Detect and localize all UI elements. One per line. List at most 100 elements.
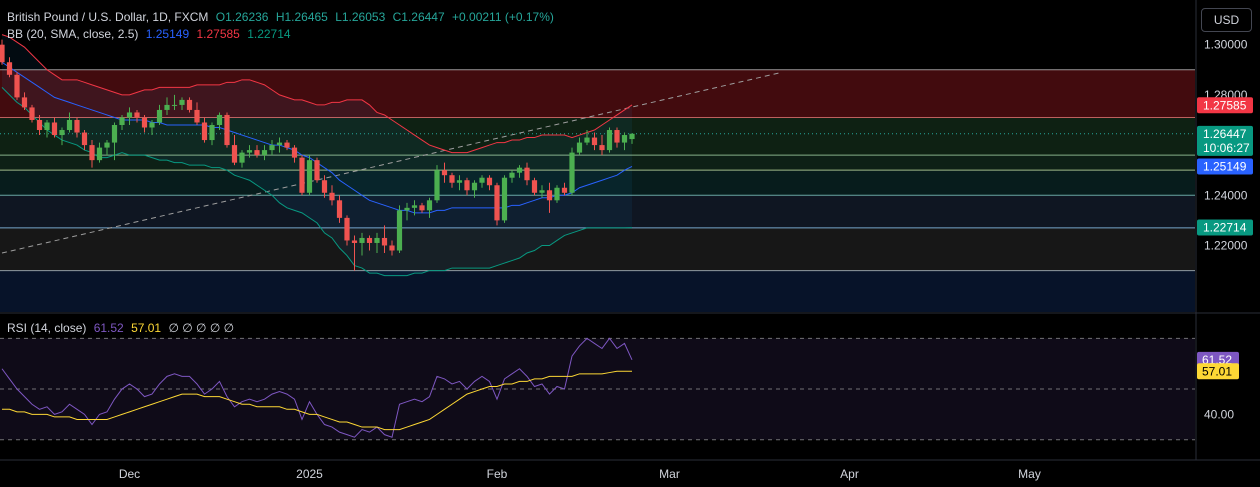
rsi-tick-label: 40.00: [1204, 407, 1234, 421]
candle: [66, 112, 73, 133]
candle: [509, 170, 515, 183]
trendline[interactable]: [1, 71, 783, 254]
candle: [224, 112, 230, 148]
candle-body: [456, 180, 463, 183]
candle: [59, 127, 65, 146]
candle-body: [164, 104, 170, 110]
candle-body: [426, 200, 433, 211]
candle-body: [351, 240, 358, 243]
candle-body: [584, 137, 590, 143]
bb-upper-price-label-bg: [1197, 97, 1253, 114]
candle: [321, 175, 328, 198]
candle: [51, 117, 58, 138]
candle-body: [329, 192, 335, 201]
candle-body: [516, 167, 523, 173]
candle: [621, 132, 628, 151]
rsi-value: 61.52: [93, 321, 124, 335]
candle-body: [486, 177, 493, 186]
bb-lower-price-label: 1.22714: [1203, 221, 1247, 235]
high-value: H1.26465: [275, 10, 328, 24]
candle: [381, 225, 388, 254]
bb-label[interactable]: BB (20, SMA, close, 2.5): [7, 27, 139, 41]
rsi-extra-values: ∅ ∅ ∅ ∅ ∅: [168, 321, 235, 335]
zone-band: [0, 195, 1195, 228]
candle: [434, 165, 440, 203]
candle-body: [246, 150, 253, 153]
candle: [81, 130, 88, 151]
candle: [494, 182, 500, 226]
rsi-legend: RSI (14, close) 61.52 57.01 ∅ ∅ ∅ ∅ ∅: [7, 321, 238, 335]
candle-body: [269, 145, 275, 151]
candle-body: [104, 142, 110, 148]
rsi-label[interactable]: RSI (14, close): [7, 321, 87, 335]
candle: [0, 39, 5, 65]
price-labels: 1.275851.2644710:06:271.251491.2271461.5…: [1197, 97, 1253, 380]
candle-body: [126, 112, 133, 118]
candle: [14, 72, 20, 100]
currency-button[interactable]: USD: [1201, 8, 1252, 32]
zone-band: [0, 69, 1195, 118]
close-value: C1.26447: [392, 10, 445, 24]
candle: [359, 232, 365, 256]
candle-body: [179, 99, 185, 105]
candle: [164, 97, 170, 115]
rsi-pane: [0, 337, 1195, 441]
candle-body: [314, 160, 320, 181]
candle-body: [209, 125, 215, 141]
candle-body: [546, 190, 553, 201]
candle: [269, 140, 275, 156]
candle-body: [419, 205, 425, 211]
symbol-title[interactable]: British Pound / U.S. Dollar, 1D, FXCM: [7, 10, 209, 24]
candle-body: [119, 117, 125, 126]
candle: [171, 94, 178, 110]
candle: [6, 57, 13, 78]
candle: [179, 97, 185, 110]
candle: [194, 102, 200, 126]
candle-body: [216, 114, 223, 126]
candle: [614, 127, 620, 148]
candle: [44, 119, 50, 138]
zone-band: [0, 170, 1195, 196]
last-price-label-countdown: 10:06:27: [1203, 141, 1250, 155]
candles: [0, 39, 635, 271]
candle-body: [621, 135, 628, 143]
candle-body: [389, 245, 395, 251]
candle-body: [14, 74, 20, 98]
candle-body: [171, 104, 178, 106]
price-tick-label: 1.22000: [1204, 238, 1248, 252]
candle: [396, 205, 403, 254]
candle: [471, 180, 478, 198]
candle-body: [591, 137, 598, 146]
candle-body: [29, 107, 35, 120]
candle-body: [74, 119, 80, 133]
change-value: +0.00211 (+0.17%): [452, 10, 554, 24]
candle: [74, 117, 80, 138]
candle-body: [96, 147, 103, 161]
bb-upper-price-label: 1.27585: [1203, 98, 1247, 112]
candle-body: [441, 170, 448, 176]
candle: [104, 140, 110, 156]
candle-body: [51, 122, 58, 136]
candle: [531, 177, 538, 196]
bb-lower-line: [1, 86, 633, 277]
candle: [336, 195, 343, 223]
candle-body: [111, 125, 118, 143]
candle: [299, 155, 305, 196]
candle: [599, 135, 605, 156]
bb-basis-value: 1.25149: [145, 27, 190, 41]
candle: [126, 107, 133, 126]
candle-body: [434, 170, 440, 201]
candle-body: [141, 117, 148, 128]
candle-body: [261, 150, 268, 156]
candle-body: [21, 97, 28, 108]
candle-body: [479, 177, 485, 183]
candle: [276, 137, 283, 153]
low-value: L1.26053: [335, 10, 386, 24]
candle: [591, 132, 598, 151]
candle: [201, 117, 208, 143]
candle: [561, 182, 568, 196]
open-value: O1.26236: [215, 10, 269, 24]
candle: [554, 185, 560, 203]
candle-body: [614, 130, 620, 143]
